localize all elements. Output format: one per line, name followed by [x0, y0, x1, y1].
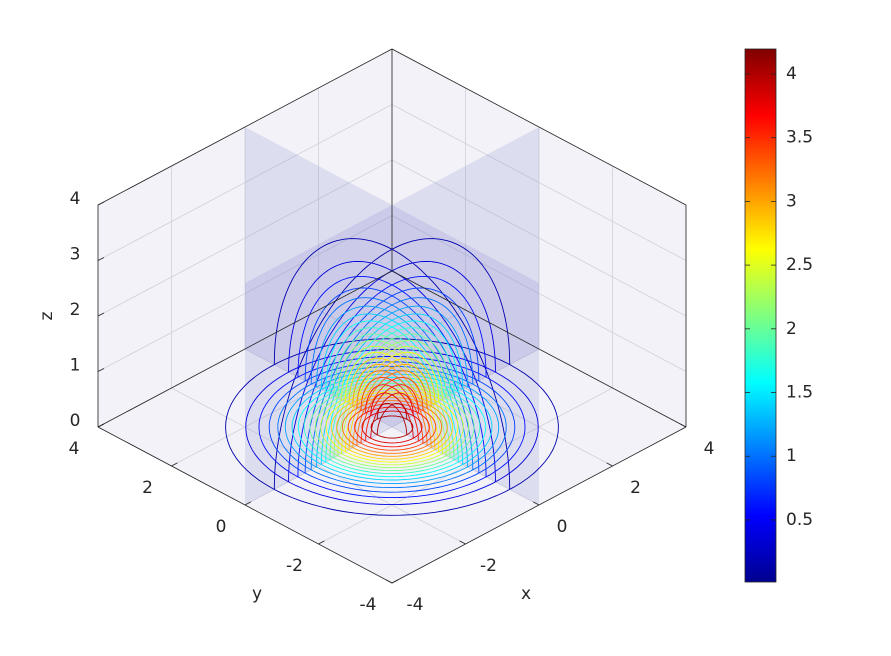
x-tick — [385, 579, 393, 584]
y-tick — [391, 579, 399, 584]
y-tick — [244, 501, 252, 506]
z-tick-label: 0 — [70, 411, 81, 431]
y-tick-label: 4 — [69, 439, 80, 459]
colorbar-tick-label: 1.5 — [786, 383, 813, 403]
x-tick-label: 0 — [557, 517, 568, 537]
colorbar-tick-label: 2 — [786, 319, 797, 339]
z-tick — [97, 423, 105, 428]
grid-line — [391, 104, 687, 261]
x-axis-label: x — [521, 584, 531, 604]
y-axis-label: y — [252, 584, 262, 604]
grid-line — [171, 309, 466, 467]
grid-line — [391, 215, 687, 372]
contour-line — [352, 364, 432, 448]
z-axis-label: z — [37, 311, 57, 320]
box-edge — [97, 270, 687, 428]
contour-line — [304, 287, 480, 474]
x-tick — [532, 501, 540, 506]
box-edges — [97, 48, 687, 584]
contour-line — [320, 313, 464, 465]
x-tick — [679, 423, 687, 428]
x-tick-label: -4 — [407, 595, 424, 615]
colorbar-tick-label: 3 — [786, 191, 797, 211]
colorbar-tick-label: 1 — [786, 446, 797, 466]
slice-planes — [245, 127, 539, 505]
contours — [225, 238, 559, 516]
y-tick-label: -2 — [286, 556, 303, 576]
contour-line — [365, 384, 419, 441]
y-tick-label: -4 — [360, 595, 377, 615]
x-tick-label: 4 — [704, 439, 715, 459]
colorbar-tick-label: 3.5 — [786, 128, 813, 148]
z-tick — [97, 201, 105, 206]
slice-plane-y — [245, 127, 539, 505]
labels: x y z -4 -2 0 2 4 -4 -2 0 2 4 0 1 2 3 4 — [37, 189, 714, 615]
grid-line — [244, 348, 540, 506]
grid-line — [97, 159, 393, 317]
x-tick — [606, 462, 613, 467]
slice-plane-x — [245, 127, 539, 505]
z-tick — [97, 312, 105, 317]
contour-line — [370, 392, 414, 439]
z-tick-label: 4 — [70, 189, 81, 209]
y-tick-label: 2 — [142, 478, 153, 498]
grid-line — [391, 159, 687, 317]
contour-line — [310, 297, 474, 470]
contour-line — [297, 275, 487, 477]
z-tick-label: 3 — [70, 245, 81, 265]
contour-line — [329, 327, 455, 460]
contour-line — [376, 402, 408, 435]
y-tick — [171, 462, 178, 467]
colorbar-tick-label: 2.5 — [786, 255, 813, 275]
y-tick — [318, 540, 325, 545]
grid-line — [97, 104, 393, 261]
z-tick-label: 2 — [70, 300, 81, 320]
x-tick — [459, 540, 466, 545]
grid-line — [318, 387, 613, 545]
contour-line — [316, 305, 468, 468]
contour-line — [333, 333, 451, 458]
x-tick-label: -2 — [480, 556, 497, 576]
contour-line — [341, 345, 443, 454]
contour-line — [344, 351, 440, 452]
z-tick — [97, 257, 105, 261]
colorbar-tick-label: 4 — [786, 64, 797, 84]
z-tick — [97, 368, 105, 372]
contour-line — [360, 377, 424, 444]
colorbar — [744, 48, 777, 583]
contour-line — [325, 320, 459, 463]
y-tick-label: 0 — [216, 517, 227, 537]
contour-line — [356, 370, 428, 446]
x-tick-label: 2 — [630, 478, 641, 498]
z-tick-label: 1 — [70, 356, 81, 376]
colorbar-tick-label: 0.5 — [786, 510, 813, 530]
grid-line — [97, 215, 393, 372]
